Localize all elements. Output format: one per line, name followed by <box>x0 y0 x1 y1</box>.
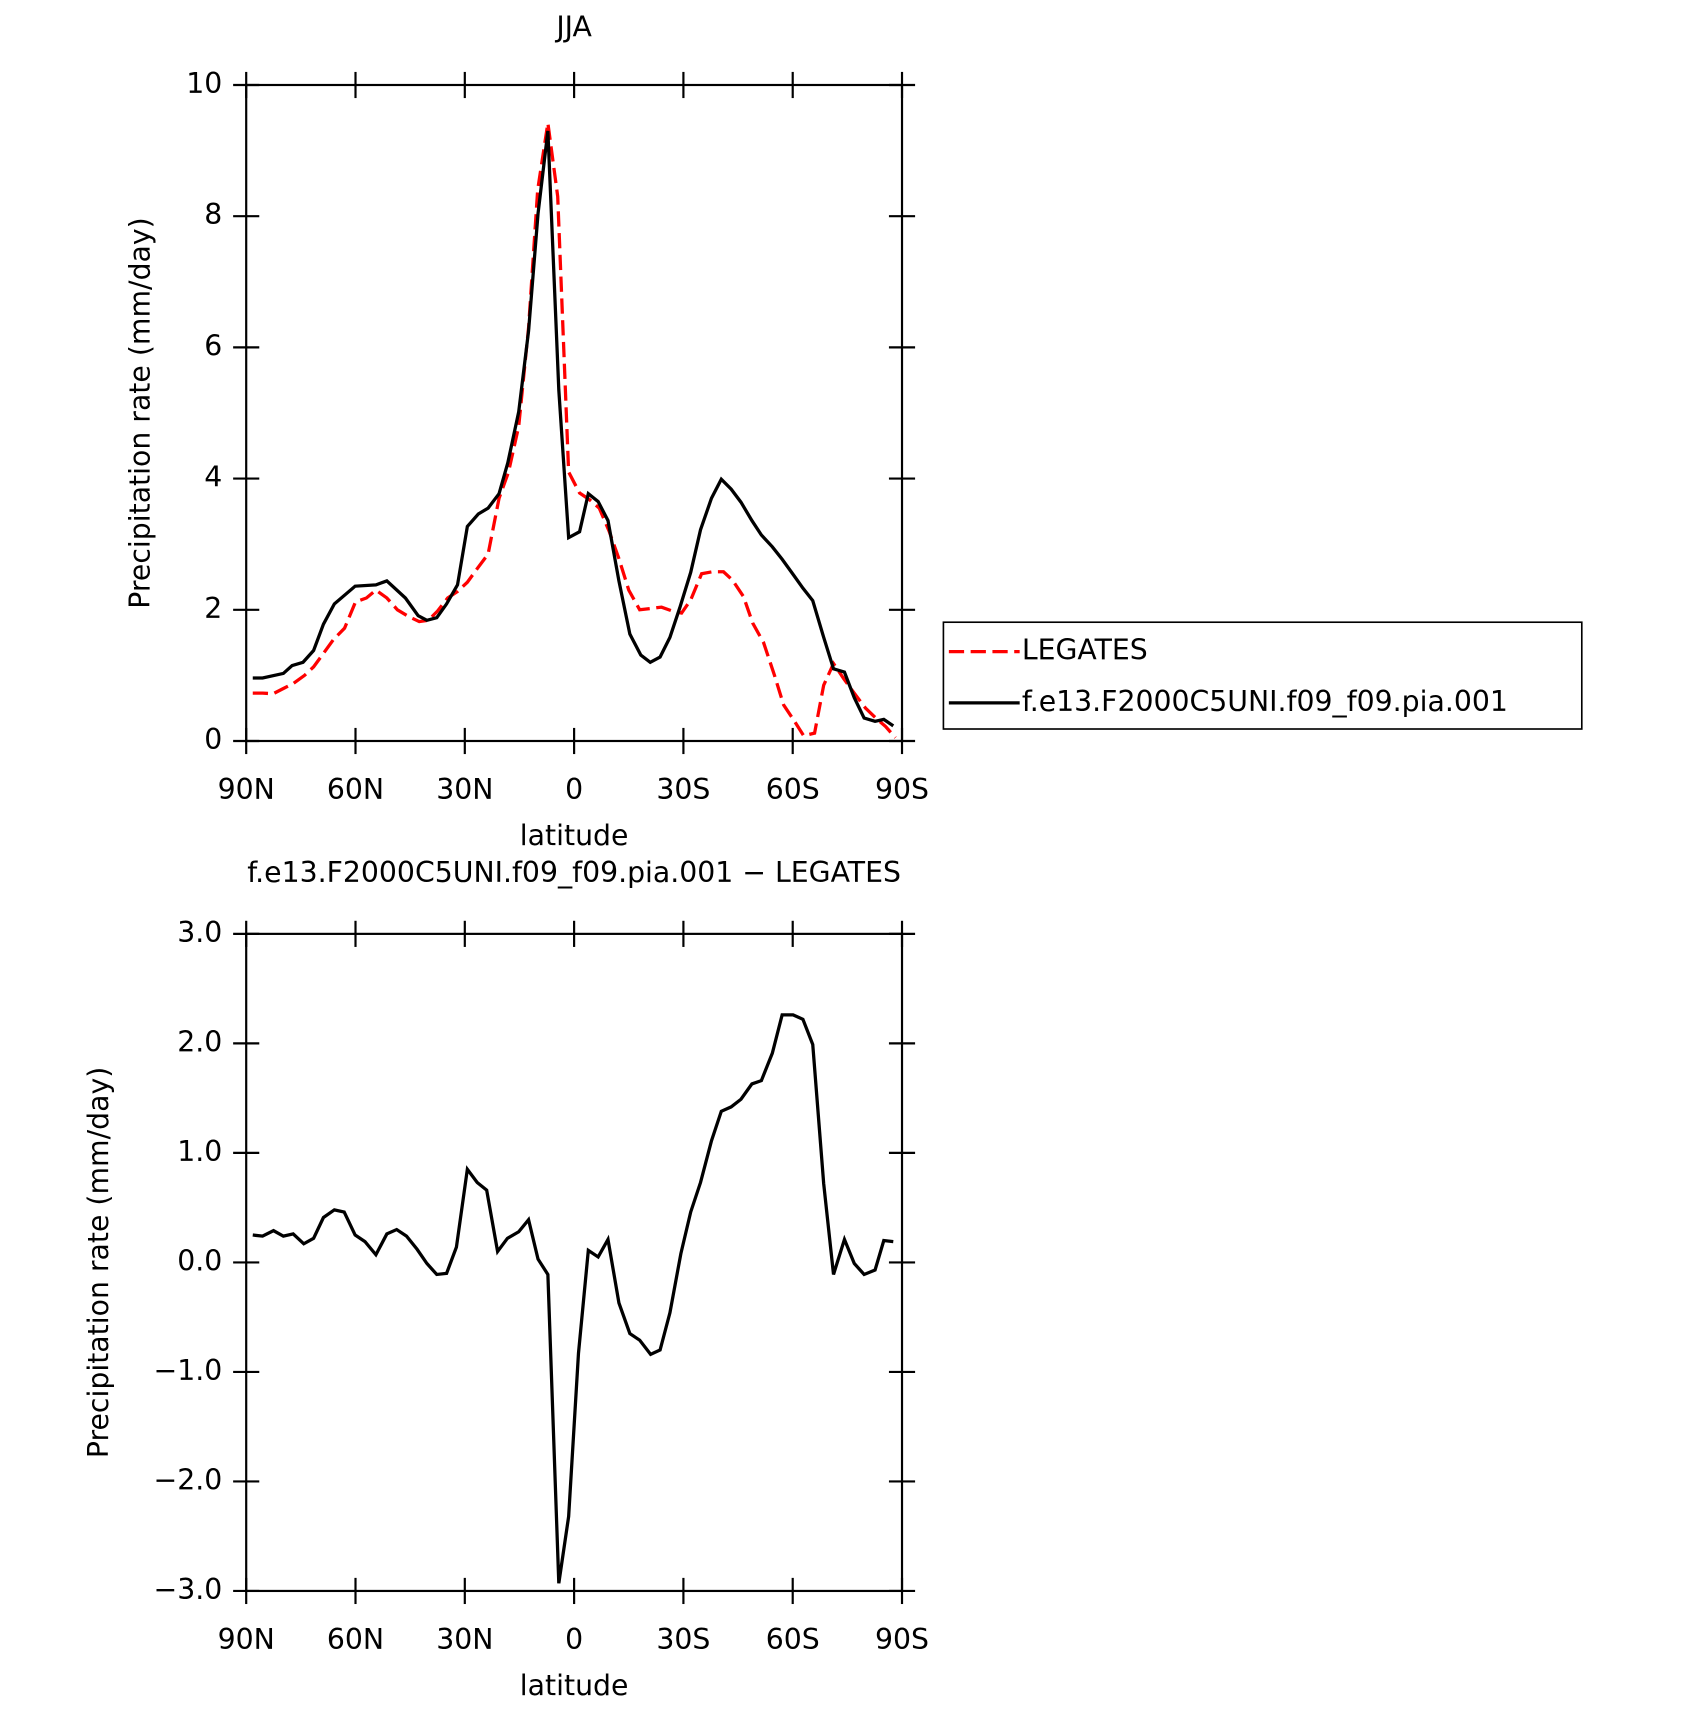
y-tick-label: −3.0 <box>153 1573 222 1606</box>
x-tick-label: 90S <box>875 1623 929 1656</box>
series-line <box>252 1013 894 1584</box>
x-tick-label: 90N <box>218 1623 275 1656</box>
x-tick-label: 30S <box>656 773 710 806</box>
x-tick-label: 30N <box>436 773 493 806</box>
y-tick-label: 1.0 <box>177 1135 222 1168</box>
x-tick-label: 0 <box>565 773 583 806</box>
legend-label: f.e13.F2000C5UNI.f09_f09.pia.001 <box>1022 685 1508 718</box>
y-tick-label: 8 <box>204 198 222 231</box>
x-axis-label: latitude <box>520 819 629 852</box>
y-tick-label: 2.0 <box>177 1025 222 1058</box>
x-tick-label: 60N <box>327 1623 384 1656</box>
y-tick-label: −2.0 <box>153 1463 222 1496</box>
chart-title: JJA <box>554 10 592 43</box>
y-tick-label: 3.0 <box>177 916 222 949</box>
legend-label: LEGATES <box>1022 634 1148 667</box>
x-tick-label: 90S <box>875 773 929 806</box>
y-tick-label: 4 <box>204 461 222 494</box>
y-tick-label: 10 <box>186 67 222 100</box>
x-tick-label: 60S <box>766 773 820 806</box>
plot-frame <box>245 932 904 1593</box>
y-tick-label: 6 <box>204 329 222 362</box>
chart-title: f.e13.F2000C5UNI.f09_f09.pia.001 − LEGAT… <box>247 856 901 889</box>
y-tick-label: 0.0 <box>177 1244 222 1277</box>
y-tick-label: 0 <box>204 723 222 756</box>
x-tick-label: 0 <box>565 1623 583 1656</box>
x-axis-label: latitude <box>520 1669 629 1702</box>
x-tick-label: 30S <box>656 1623 710 1656</box>
series-line <box>252 130 895 728</box>
plot-frame <box>245 83 904 743</box>
x-tick-label: 90N <box>218 773 275 806</box>
legend-box <box>942 621 1583 730</box>
y-tick-label: 2 <box>204 592 222 625</box>
y-axis-label: Precipitation rate (mm/day) <box>82 1067 115 1458</box>
x-tick-label: 60N <box>327 773 384 806</box>
x-tick-label: 60S <box>766 1623 820 1656</box>
y-axis-label: Precipitation rate (mm/day) <box>124 217 157 608</box>
x-tick-label: 30N <box>436 1623 493 1656</box>
series-line <box>252 122 897 739</box>
y-tick-label: −1.0 <box>153 1354 222 1387</box>
